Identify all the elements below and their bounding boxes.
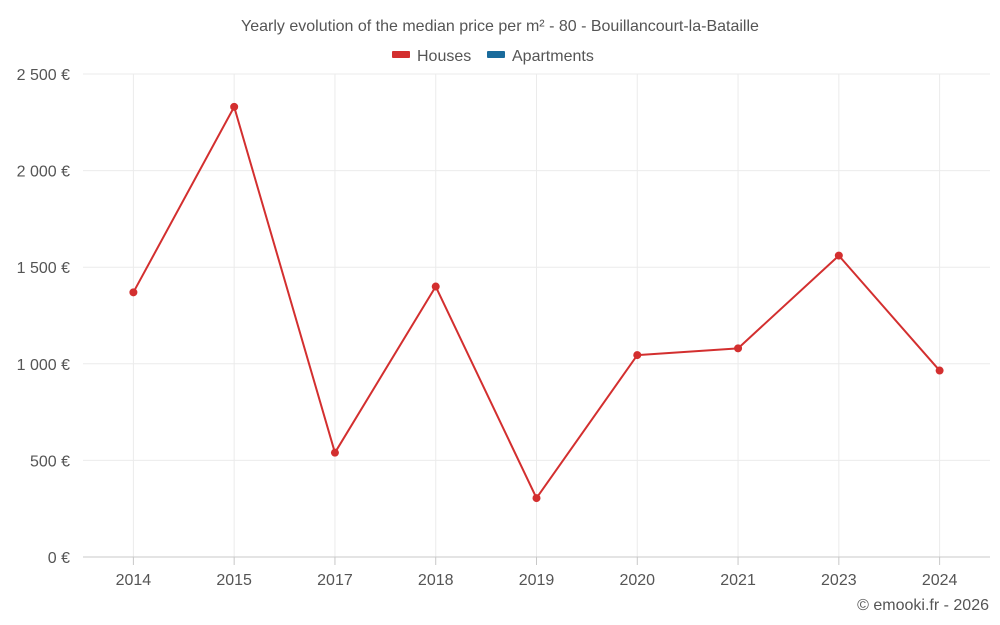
- legend-swatch-houses: [392, 51, 410, 58]
- y-tick-label: 1 000 €: [17, 357, 70, 374]
- y-tick-label: 1 500 €: [17, 260, 70, 277]
- data-point[interactable]: [129, 288, 138, 297]
- legend: Houses Apartments: [392, 48, 594, 65]
- legend-item-houses[interactable]: Houses: [392, 48, 471, 65]
- x-axis: 2014 2015 2017 2018 2019 2020 2021 2023 2024: [83, 556, 990, 589]
- x-tick-label: 2015: [216, 572, 252, 589]
- y-axis: 0 € 500 € 1 000 € 1 500 € 2 000 € 2 500 €: [17, 67, 70, 567]
- y-tick-label: 0 €: [48, 550, 70, 567]
- chart-title: Yearly evolution of the median price per…: [241, 18, 759, 35]
- x-tick-label: 2020: [619, 572, 655, 589]
- credit-text: © emooki.fr - 2026: [857, 597, 989, 614]
- x-tick-label: 2018: [418, 572, 454, 589]
- x-tick-label: 2021: [720, 572, 756, 589]
- legend-label-apartments: Apartments: [512, 48, 594, 65]
- x-tick-label: 2024: [922, 572, 958, 589]
- data-point[interactable]: [633, 351, 642, 360]
- series-houses: [129, 102, 944, 503]
- legend-item-apartments[interactable]: Apartments: [487, 48, 594, 65]
- y-tick-label: 2 000 €: [17, 164, 70, 181]
- data-point[interactable]: [330, 448, 339, 457]
- data-point[interactable]: [834, 251, 843, 260]
- x-tick-label: 2023: [821, 572, 857, 589]
- data-point[interactable]: [230, 102, 239, 111]
- data-point[interactable]: [935, 366, 944, 375]
- grid: [83, 73, 990, 557]
- data-point[interactable]: [532, 494, 541, 503]
- data-point[interactable]: [431, 282, 440, 291]
- legend-label-houses: Houses: [417, 48, 471, 65]
- y-tick-label: 500 €: [30, 453, 70, 470]
- x-tick-label: 2014: [116, 572, 152, 589]
- legend-swatch-apartments: [487, 51, 505, 58]
- x-tick-label: 2019: [519, 572, 555, 589]
- x-tick-label: 2017: [317, 572, 353, 589]
- data-point[interactable]: [734, 344, 743, 353]
- y-tick-label: 2 500 €: [17, 67, 70, 84]
